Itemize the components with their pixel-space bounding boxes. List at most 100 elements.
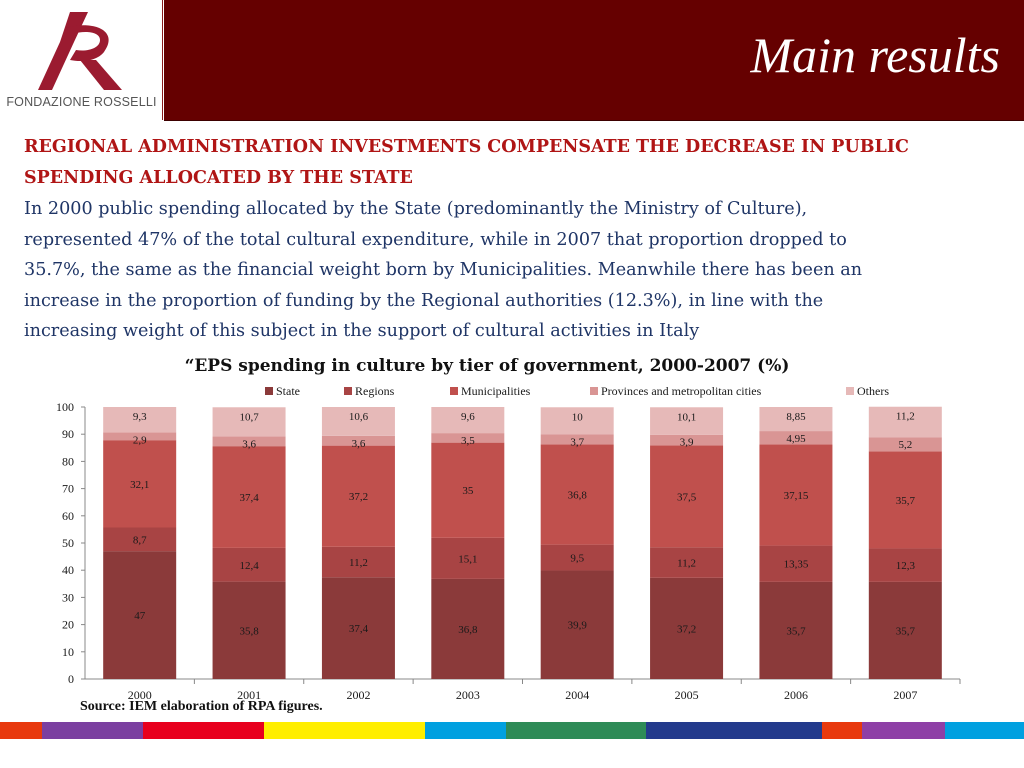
bar-segment bbox=[321, 435, 395, 446]
data-label: 37,5 bbox=[677, 491, 697, 503]
x-category-label: 2007 bbox=[893, 688, 917, 702]
bar-segment bbox=[431, 407, 505, 434]
bar-segment bbox=[212, 436, 286, 447]
data-label: 3,6 bbox=[352, 438, 366, 450]
title-band: Main results bbox=[164, 0, 1024, 121]
bar-segment bbox=[759, 444, 833, 546]
page-title: Main results bbox=[750, 27, 1000, 83]
bar-segment bbox=[431, 537, 505, 579]
legend-label: State bbox=[276, 384, 300, 398]
data-label: 37,15 bbox=[784, 490, 809, 502]
footer-color-segment bbox=[646, 722, 822, 739]
data-label: 32,1 bbox=[130, 479, 149, 491]
data-label: 13,35 bbox=[784, 559, 809, 571]
data-label: 12,3 bbox=[896, 560, 916, 572]
bar-segment bbox=[650, 547, 724, 578]
data-label: 9,6 bbox=[461, 411, 475, 423]
y-tick-label: 80 bbox=[62, 454, 74, 468]
legend-swatch bbox=[846, 387, 854, 395]
bar-segment bbox=[650, 445, 724, 548]
legend-swatch bbox=[265, 387, 273, 395]
legend-swatch bbox=[590, 387, 598, 395]
data-label: 37,2 bbox=[677, 623, 696, 635]
footer-color-segment bbox=[264, 722, 425, 739]
y-tick-label: 60 bbox=[62, 509, 74, 523]
legend-swatch bbox=[450, 387, 458, 395]
bar-segment bbox=[103, 551, 177, 679]
x-category-label: 2000 bbox=[128, 688, 152, 702]
body-line: 35.7%, the same as the financial weight … bbox=[24, 260, 863, 280]
body-line: increase in the proportion of funding by… bbox=[24, 290, 824, 311]
chart-title: “EPS spending in culture by tier of gove… bbox=[184, 356, 790, 376]
data-label: 9,5 bbox=[570, 553, 584, 565]
data-label: 35 bbox=[462, 485, 474, 497]
bar-segment bbox=[540, 434, 614, 445]
data-label: 3,6 bbox=[242, 438, 256, 450]
y-tick-label: 50 bbox=[62, 536, 74, 550]
data-label: 15,1 bbox=[458, 553, 477, 565]
bar-segment bbox=[759, 407, 833, 432]
body-line: increasing weight of this subject in the… bbox=[24, 321, 700, 341]
legend-label: Regions bbox=[355, 384, 395, 398]
data-label: 10,6 bbox=[349, 411, 369, 423]
headline-line: SPENDING ALLOCATED BY THE STATE bbox=[24, 168, 413, 188]
body-line: In 2000 public spending allocated by the… bbox=[24, 199, 808, 219]
data-label: 35,8 bbox=[239, 625, 259, 637]
x-category-label: 2002 bbox=[346, 688, 370, 702]
y-tick-label: 30 bbox=[62, 590, 74, 604]
x-category-label: 2006 bbox=[784, 688, 808, 702]
footer-color-segment bbox=[822, 722, 862, 739]
bar-segment bbox=[868, 451, 942, 549]
bar-segment bbox=[540, 544, 614, 571]
data-label: 36,8 bbox=[458, 624, 478, 636]
stacked-bar-chart: 0 10 20 30 40 50 60 70 80 90 100 2000 47 8,7 32,1 2,9 9,… bbox=[56, 384, 961, 702]
y-tick-label: 10 bbox=[62, 645, 74, 659]
bar-segment bbox=[540, 570, 614, 679]
bar-segment bbox=[868, 548, 942, 582]
data-label: 39,9 bbox=[568, 620, 588, 632]
bar-segment bbox=[103, 440, 177, 528]
y-tick-label: 40 bbox=[62, 563, 74, 577]
data-label: 4,95 bbox=[786, 433, 806, 445]
y-tick-label: 100 bbox=[56, 400, 74, 414]
data-label: 10,7 bbox=[239, 411, 259, 423]
footer-color-segment bbox=[506, 722, 646, 739]
data-label: 35,7 bbox=[896, 495, 916, 507]
y-tick-label: 0 bbox=[68, 672, 74, 686]
data-label: 8,85 bbox=[786, 411, 806, 423]
data-label: 37,2 bbox=[349, 491, 368, 503]
bar-segment bbox=[103, 432, 177, 441]
legend-label: Others bbox=[857, 384, 889, 398]
x-category-label: 2003 bbox=[456, 688, 480, 702]
footer-color-segment bbox=[42, 722, 143, 739]
bar-segment bbox=[868, 406, 942, 438]
bar-segment bbox=[868, 437, 942, 452]
data-label: 35,7 bbox=[896, 625, 916, 637]
y-tick-label: 90 bbox=[62, 427, 74, 441]
bar-segment bbox=[868, 581, 942, 679]
data-label: 12,4 bbox=[239, 560, 259, 572]
header: FONDAZIONE ROSSELLI Main results bbox=[0, 0, 1024, 121]
data-label: 5,2 bbox=[898, 439, 912, 451]
data-label: 10,1 bbox=[677, 411, 696, 423]
data-label: 2,9 bbox=[133, 434, 147, 446]
footer-color-segment bbox=[143, 722, 264, 739]
bar-segment bbox=[650, 577, 724, 679]
data-label: 37,4 bbox=[239, 492, 259, 504]
bar-segment bbox=[212, 407, 286, 437]
data-label: 36,8 bbox=[568, 490, 588, 502]
bar-segment bbox=[650, 407, 724, 435]
footer-color-segment bbox=[945, 722, 1024, 739]
headline: REGIONAL ADMINISTRATION INVESTMENTS COMP… bbox=[24, 132, 1024, 194]
bar-segment bbox=[321, 407, 395, 436]
x-category-label: 2004 bbox=[565, 688, 589, 702]
source-note: Source: IEM elaboration of RPA figures. bbox=[80, 699, 323, 714]
bar-segment bbox=[212, 581, 286, 679]
legend-label: Provinces and metropolitan cities bbox=[601, 384, 762, 398]
data-label: 9,3 bbox=[133, 411, 147, 423]
y-tick-label: 20 bbox=[62, 618, 74, 632]
data-label: 47 bbox=[134, 610, 146, 622]
legend-swatch bbox=[344, 387, 352, 395]
legend-label: Municipalities bbox=[461, 384, 531, 398]
bar-segment bbox=[759, 545, 833, 582]
